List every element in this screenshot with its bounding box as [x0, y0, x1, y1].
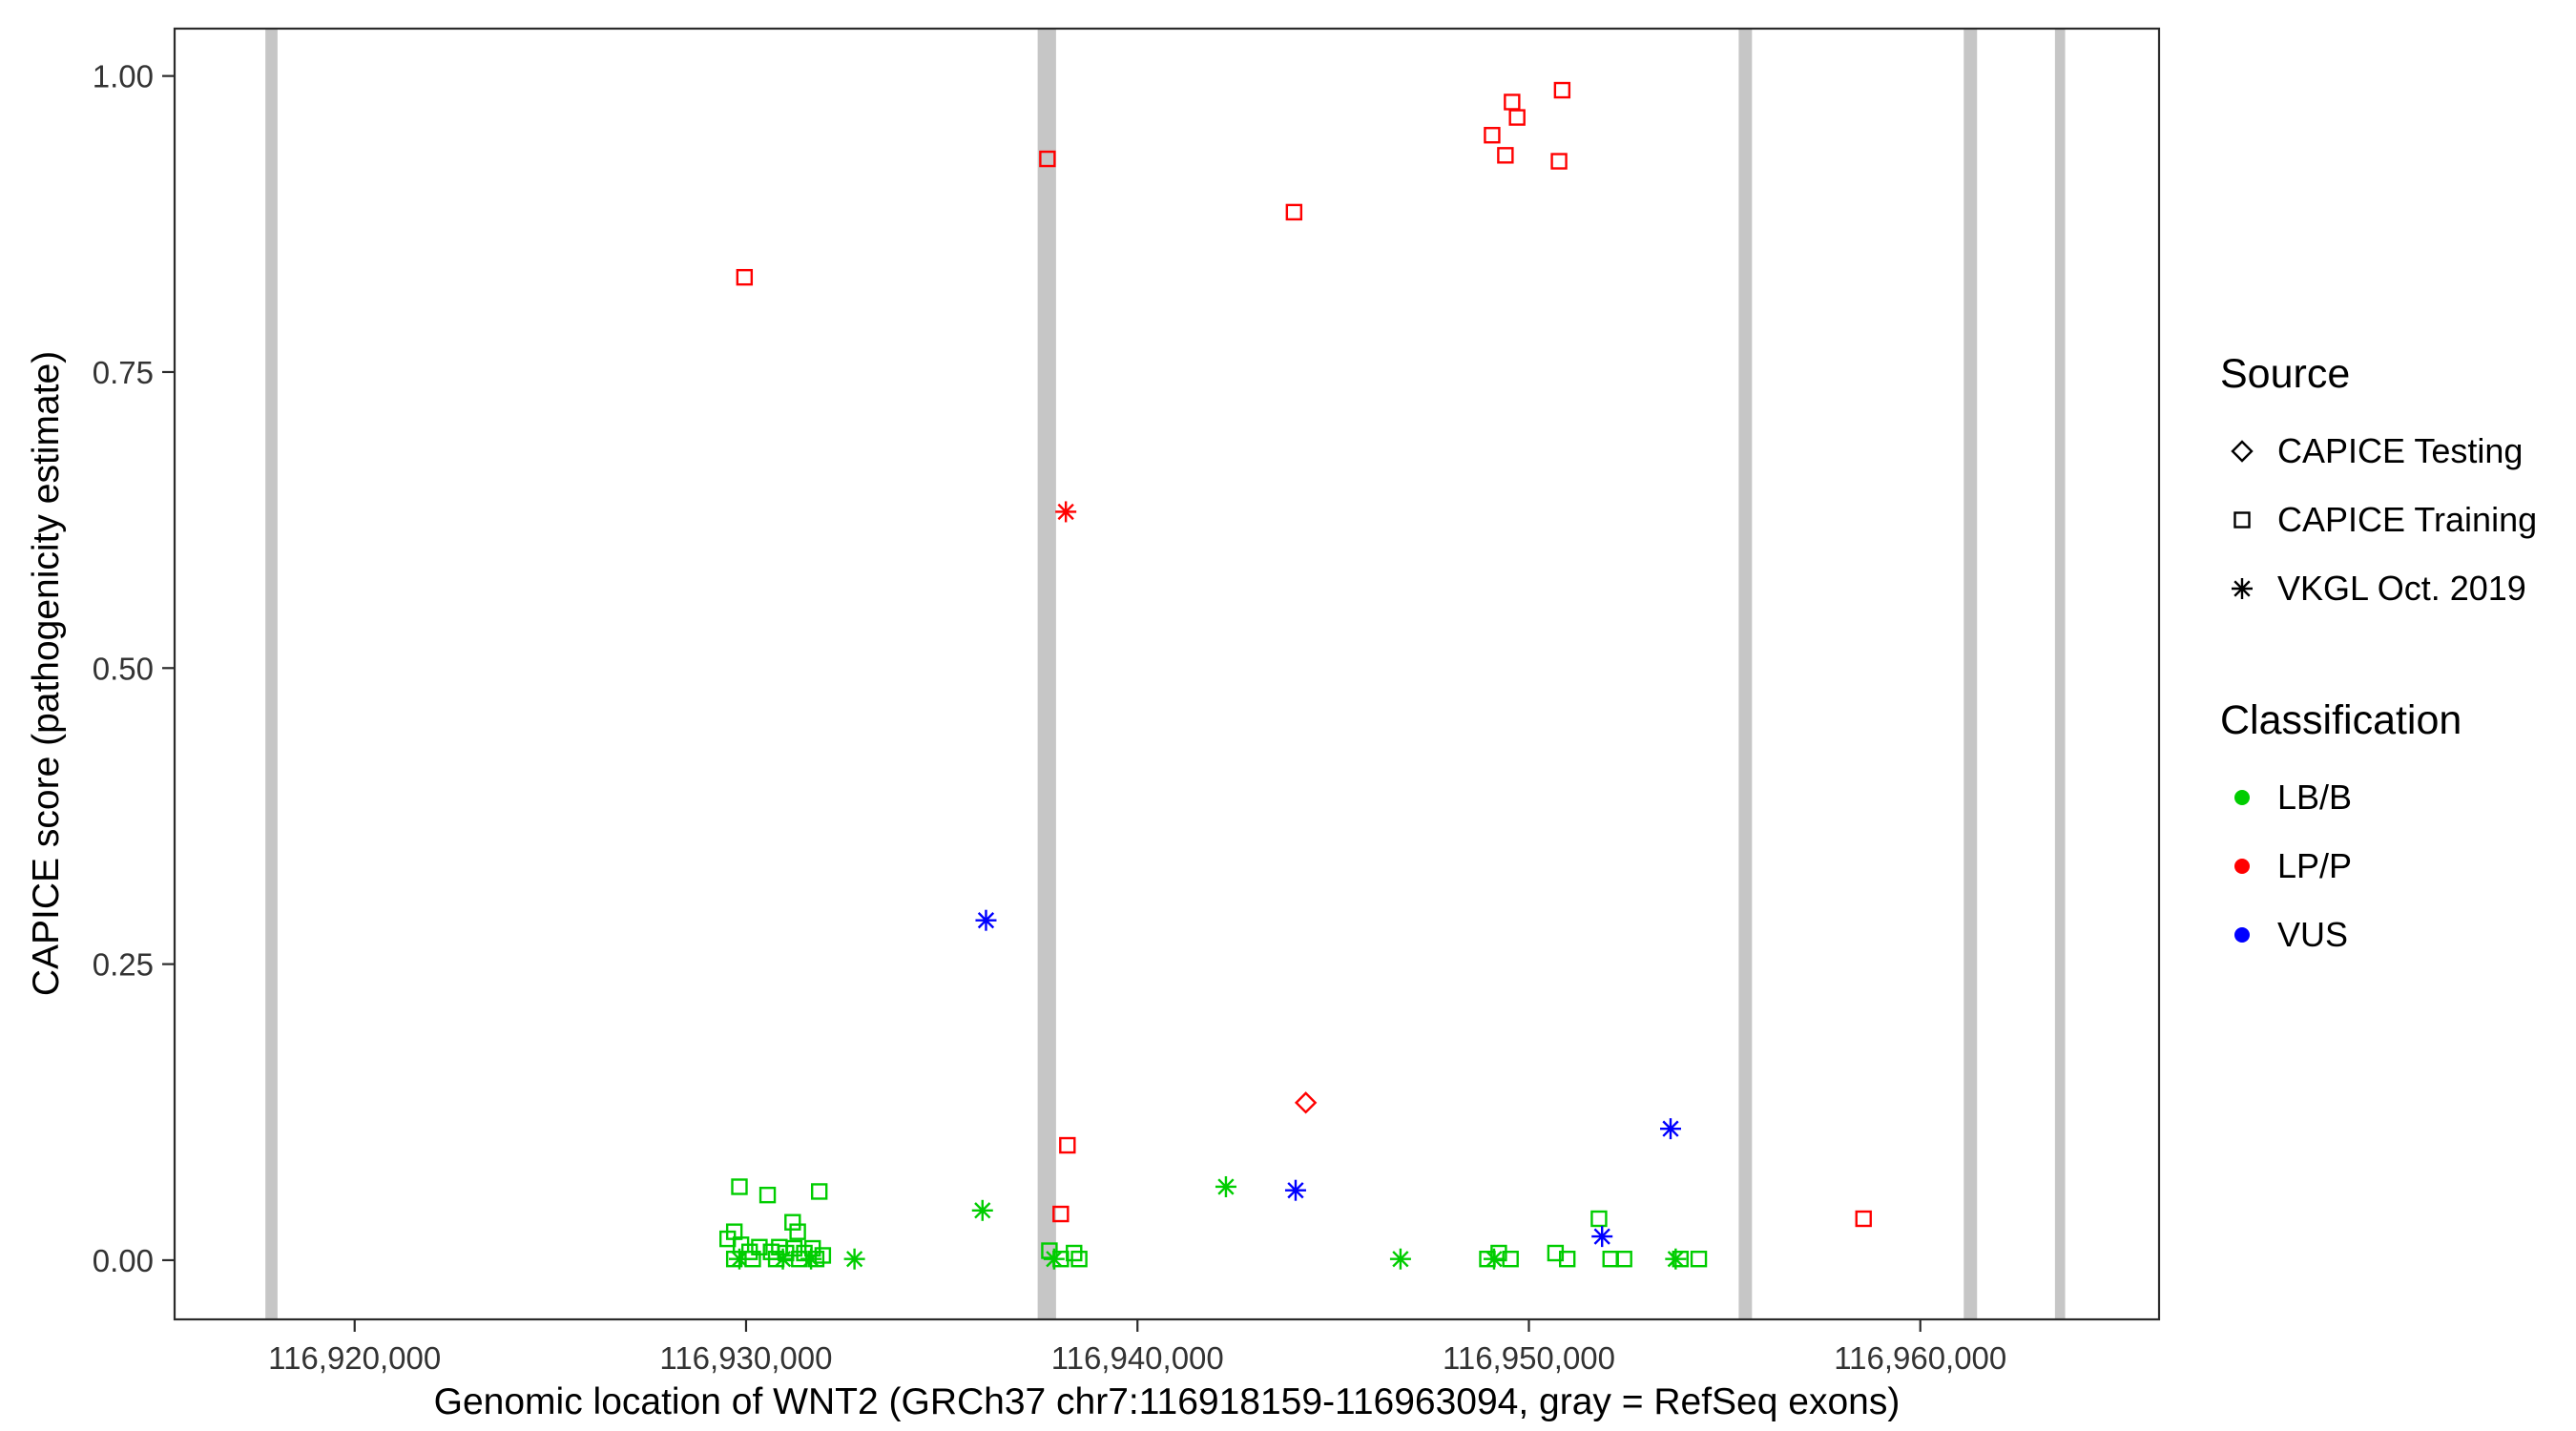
y-tick-label: 0.75 — [93, 355, 154, 390]
exon-bar — [2054, 30, 2066, 1318]
legend-item-label: CAPICE Testing — [2277, 431, 2524, 470]
series-training-lpp — [736, 81, 1872, 1228]
legend-item-vkgl: VKGL Oct. 2019 — [2220, 554, 2537, 623]
green-dot-icon — [2234, 790, 2250, 805]
legend-item-label: VKGL Oct. 2019 — [2277, 569, 2526, 608]
legend-item-lpp: LP/P — [2220, 832, 2537, 901]
exon-bar — [1963, 30, 1978, 1318]
legend-source-title: Source — [2220, 351, 2351, 397]
legend: Source CAPICE Testing CAPICE Training VK… — [2220, 351, 2537, 969]
x-tick-label: 116,940,000 — [1051, 1340, 1224, 1376]
y-tick-label: 0.25 — [93, 947, 154, 983]
exon-bar — [1037, 30, 1056, 1318]
asterisk-icon — [2232, 578, 2253, 599]
legend-item-label: VUS — [2277, 915, 2349, 954]
legend-item-capice-training: CAPICE Training — [2220, 486, 2537, 554]
legend-item-capice-testing: CAPICE Testing — [2220, 417, 2537, 486]
diamond-icon — [2231, 440, 2254, 463]
legend-item-label: CAPICE Training — [2277, 500, 2538, 539]
legend-source-block: Source CAPICE Testing CAPICE Training VK… — [2220, 351, 2537, 623]
legend-item-vus: VUS — [2220, 901, 2537, 969]
y-tick-label: 0.50 — [93, 651, 154, 686]
y-tick-label: 0.00 — [93, 1243, 154, 1278]
series-vkgl-vus — [975, 909, 1681, 1248]
legend-classification-title: Classification — [2220, 697, 2462, 743]
panel-border — [173, 27, 2161, 1321]
legend-item-label: LB/B — [2277, 778, 2353, 817]
y-tick-label: 1.00 — [93, 59, 154, 94]
exon-bar — [1738, 30, 1753, 1318]
series-training-lbb — [718, 1178, 1708, 1268]
series-vkgl-lpp — [1055, 501, 1077, 523]
x-tick-label: 116,950,000 — [1443, 1340, 1615, 1376]
blue-dot-icon — [2234, 927, 2250, 943]
red-dot-icon — [2234, 859, 2250, 874]
y-axis-title: CAPICE score (pathogenicity estimate) — [26, 350, 67, 997]
exon-bar — [265, 30, 278, 1318]
legend-item-lbb: LB/B — [2220, 763, 2537, 832]
x-tick-label: 116,920,000 — [268, 1340, 441, 1376]
legend-classification-block: Classification LB/B LP/P VUS — [2220, 697, 2537, 969]
legend-item-label: LP/P — [2277, 846, 2353, 885]
x-tick-label: 116,930,000 — [659, 1340, 832, 1376]
x-axis-title: Genomic location of WNT2 (GRCh37 chr7:11… — [433, 1381, 1901, 1422]
series-vkgl-lbb — [729, 1175, 1687, 1270]
x-tick-label: 116,960,000 — [1834, 1340, 2006, 1376]
series-testing-lpp — [1294, 1091, 1318, 1114]
square-icon — [2233, 511, 2251, 529]
